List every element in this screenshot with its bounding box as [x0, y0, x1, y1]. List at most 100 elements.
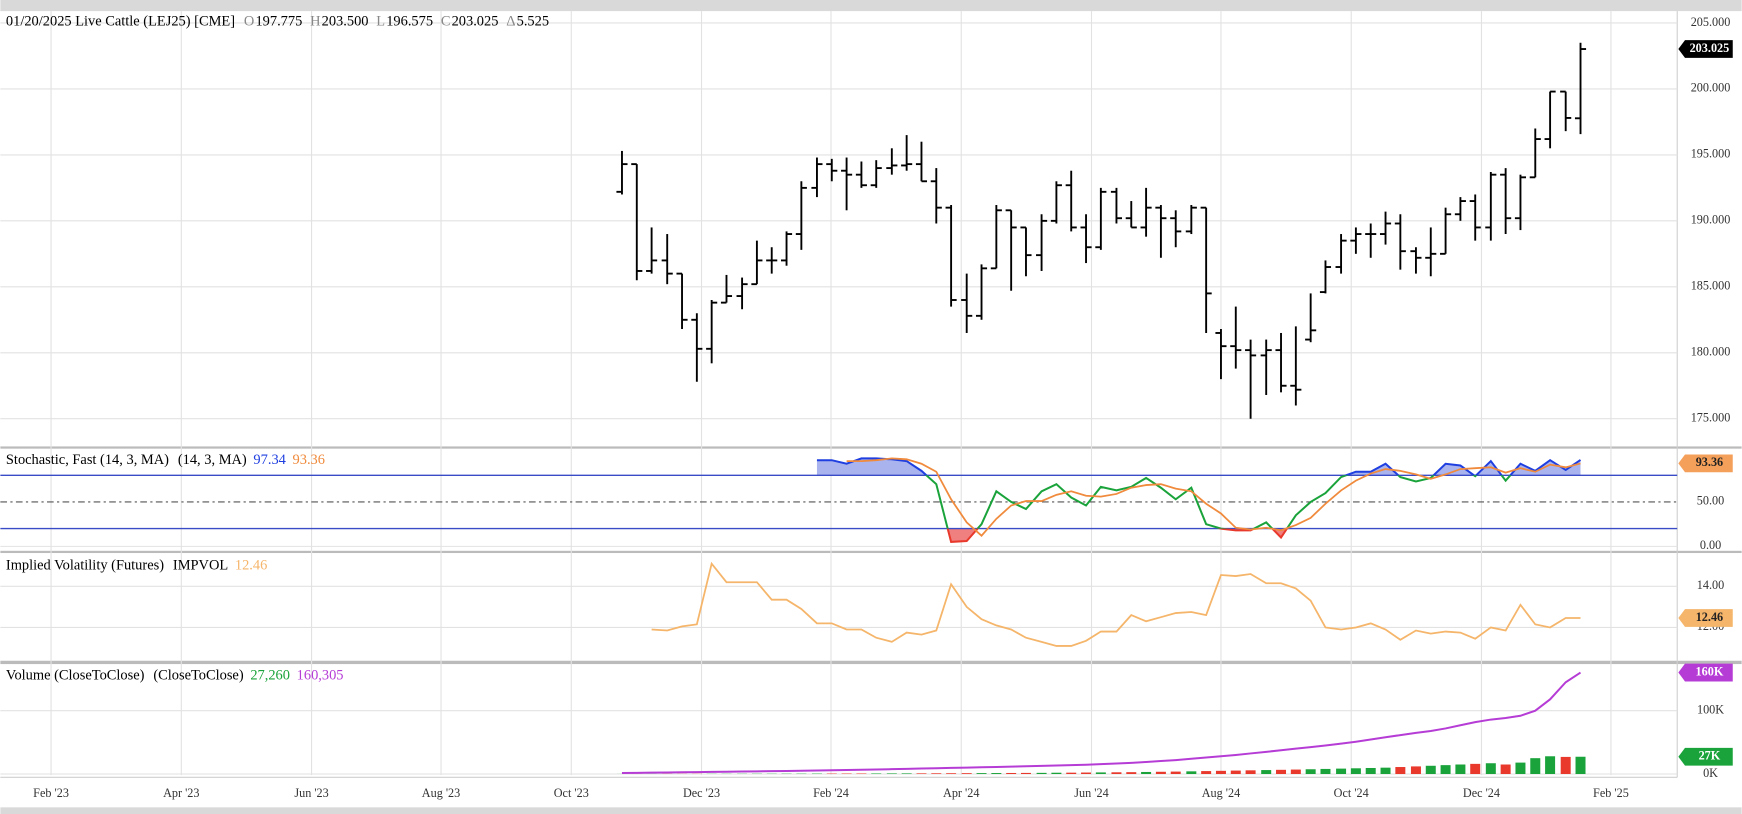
volume-bar — [991, 773, 1002, 774]
header-text: C — [441, 14, 451, 30]
x-tick-label: Feb '23 — [33, 786, 69, 800]
header-text: O — [244, 14, 254, 30]
volume-bar — [1380, 767, 1391, 774]
header-text: 12.46 — [235, 558, 267, 574]
y-tick-label: 190.000 — [1691, 213, 1731, 227]
volume-bar — [1201, 771, 1212, 774]
volume-bar — [1320, 768, 1331, 774]
volume-bar — [1095, 772, 1106, 774]
header-text: 93.36 — [293, 452, 325, 468]
volume-bar — [901, 773, 912, 774]
header-text: 160,305 — [297, 668, 344, 684]
y-tick-label: 195.000 — [1691, 147, 1731, 161]
volume-bar — [1170, 771, 1181, 774]
volume-bar — [1500, 764, 1511, 774]
header-text: 203.025 — [452, 14, 499, 30]
badge-label: 160K — [1696, 664, 1724, 678]
bottom-strip — [0, 807, 1742, 814]
oversold-fill — [816, 528, 1581, 542]
y-tick-label: 0K — [1703, 766, 1718, 780]
x-tick-label: Feb '24 — [813, 786, 849, 800]
volume-bar — [1365, 767, 1376, 774]
cumulative-line — [621, 671, 1582, 775]
volume-bar — [1545, 756, 1556, 774]
volume-bar — [886, 773, 897, 774]
value-badge — [1678, 454, 1733, 473]
volume-bar — [1261, 770, 1272, 774]
header-text: Volume (CloseToClose) — [6, 668, 145, 684]
volume-bar — [1126, 772, 1137, 774]
volume-bar — [1051, 772, 1062, 774]
volume-bar — [1485, 763, 1496, 774]
header-text: IMPVOL — [173, 558, 228, 574]
volume-bar — [1111, 772, 1122, 774]
value-badge — [1678, 747, 1733, 766]
y-tick-label: 180.000 — [1691, 345, 1731, 359]
volume-bar — [1336, 768, 1347, 774]
volume-bar — [946, 773, 957, 774]
header-text: (CloseToClose) — [153, 668, 244, 684]
stoch-d-line — [846, 457, 1581, 537]
volume-bar — [1245, 770, 1256, 774]
y-tick-label: 0.00 — [1700, 538, 1721, 552]
badge-label: 12.46 — [1696, 610, 1723, 624]
x-tick-label: Aug '23 — [422, 786, 460, 800]
x-tick-label: Apr '23 — [163, 786, 199, 800]
series-line — [651, 561, 1581, 647]
panel-divider — [0, 660, 1742, 665]
value-badge — [1678, 40, 1733, 58]
panel-divider — [0, 550, 1742, 554]
overbought-fill — [816, 458, 1581, 476]
volume-bar — [1020, 772, 1031, 774]
header-text: Δ — [506, 14, 515, 30]
y-tick-label: 185.000 — [1691, 279, 1731, 293]
volume-bar — [1470, 763, 1481, 774]
y-tick-label: 200.000 — [1691, 81, 1731, 95]
stoch-k-line — [816, 457, 1582, 476]
header-text: 196.575 — [386, 14, 433, 30]
volume-bar — [871, 773, 882, 774]
volume-bar — [1530, 758, 1541, 774]
volume-bar — [1036, 772, 1047, 774]
y-tick-label: 175.000 — [1691, 411, 1731, 425]
value-badge — [1678, 663, 1733, 682]
volume-bar — [976, 773, 987, 774]
volume-bar — [1410, 766, 1421, 774]
y-tick-label: 205.000 — [1691, 15, 1731, 29]
top-strip — [0, 0, 1742, 12]
header-text: 97.34 — [253, 452, 285, 468]
header-text: (14, 3, MA) — [178, 452, 247, 468]
volume-bar — [1276, 769, 1287, 774]
volume-bar — [1141, 771, 1152, 774]
volume-bar — [1425, 765, 1436, 774]
badge-label: 93.36 — [1696, 455, 1723, 469]
badge-label: 27K — [1699, 749, 1721, 763]
volume-bar — [1455, 764, 1466, 774]
header-text: 27,260 — [250, 668, 290, 684]
volume-bar — [1290, 769, 1301, 774]
volume-bar — [1560, 756, 1571, 774]
x-tick-label: Jun '24 — [1074, 786, 1108, 800]
header-text: Implied Volatility (Futures) — [6, 558, 164, 574]
volume-bar — [1395, 767, 1406, 774]
volume-bar — [1155, 771, 1166, 774]
x-tick-label: Oct '24 — [1334, 786, 1369, 800]
y-tick-label: 50.00 — [1697, 494, 1724, 508]
volume-bar — [1440, 765, 1451, 774]
volume-bar — [1515, 762, 1526, 774]
volume-bar — [1575, 756, 1586, 774]
header-text: 01/20/2025 Live Cattle (LEJ25) [CME] — [6, 14, 235, 30]
x-tick-label: Feb '25 — [1593, 786, 1629, 800]
volume-bar — [961, 773, 972, 774]
x-tick-label: Dec '23 — [683, 786, 720, 800]
y-tick-label: 14.00 — [1697, 578, 1724, 592]
header-text: 5.525 — [517, 14, 549, 30]
volume-bar — [1350, 768, 1361, 774]
header-text: H — [310, 14, 320, 30]
x-tick-label: Jun '23 — [294, 786, 328, 800]
volume-bar — [1186, 771, 1197, 774]
x-tick-label: Aug '24 — [1202, 786, 1240, 800]
